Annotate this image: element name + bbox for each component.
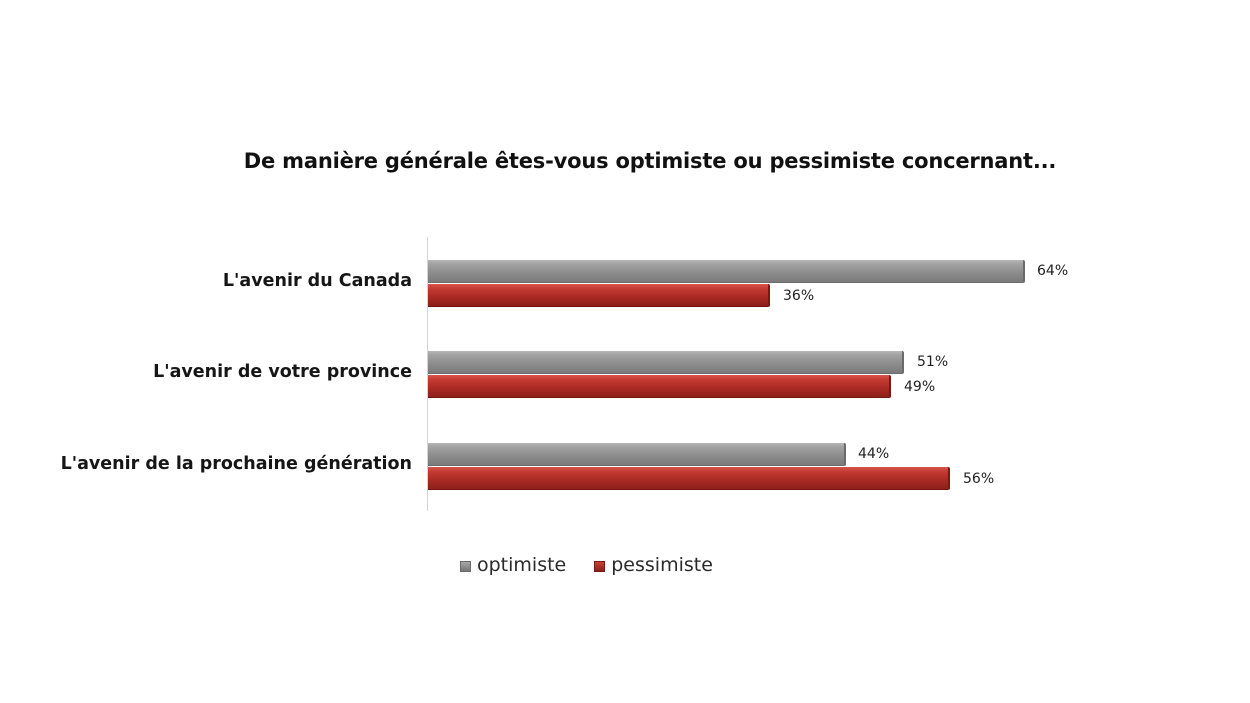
legend-swatch-icon (460, 561, 471, 572)
category-axis-line (427, 237, 428, 511)
chart-legend: optimiste pessimiste (460, 554, 741, 576)
bar-optimiste (428, 443, 846, 466)
legend-swatch-icon (594, 561, 606, 572)
bar-pessimiste (428, 284, 770, 307)
value-label: 64% (1037, 263, 1069, 279)
legend-label: optimiste (477, 554, 567, 576)
bar-optimiste (428, 351, 904, 374)
category-label: L'avenir de la prochaine génération (60, 454, 412, 474)
bar-pessimiste (428, 375, 891, 398)
value-label: 51% (917, 354, 949, 370)
bar-optimiste (428, 260, 1025, 283)
legend-item-pessimiste: pessimiste (594, 554, 713, 576)
bar-pessimiste (428, 467, 950, 490)
category-label: L'avenir de votre province (153, 362, 412, 382)
category-label: L'avenir du Canada (222, 271, 412, 291)
value-label: 49% (904, 379, 936, 395)
value-label: 36% (783, 288, 815, 304)
legend-label: pessimiste (611, 554, 713, 576)
value-label: 56% (963, 471, 995, 487)
legend-item-optimiste: optimiste (460, 554, 566, 576)
value-label: 44% (858, 446, 890, 462)
chart-title: De manière générale êtes-vous optimiste … (243, 149, 1057, 173)
